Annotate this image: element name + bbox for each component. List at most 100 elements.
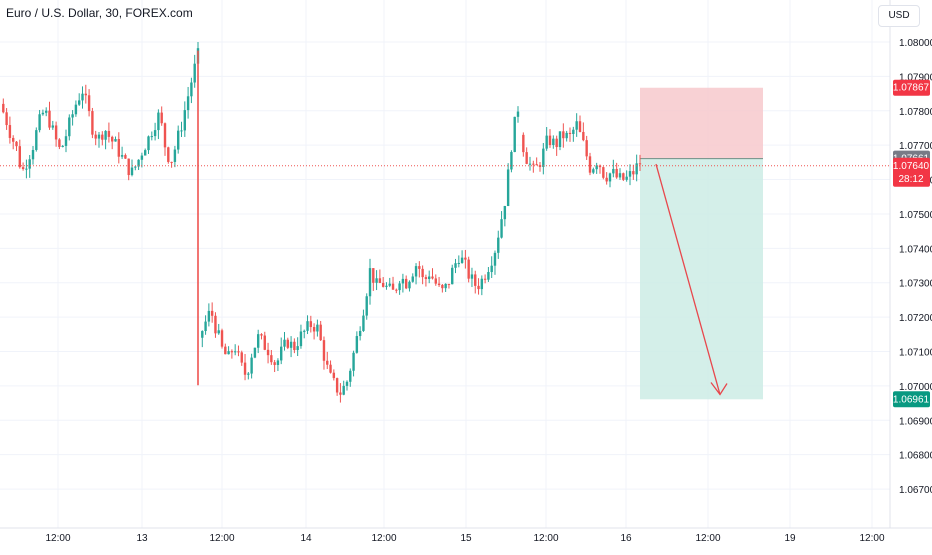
candle <box>342 380 345 396</box>
candle <box>385 282 388 290</box>
candle <box>276 358 280 372</box>
candle <box>237 345 240 357</box>
candle <box>15 140 18 151</box>
candle <box>163 122 167 156</box>
candle <box>568 127 572 142</box>
candle <box>358 326 362 341</box>
candle <box>8 116 12 144</box>
candle <box>510 150 513 173</box>
candle <box>266 342 270 364</box>
candle <box>480 275 484 296</box>
candle <box>127 158 130 181</box>
take-profit-zone[interactable] <box>640 158 763 400</box>
candle <box>74 100 78 117</box>
candle <box>421 265 424 285</box>
candle <box>605 172 608 185</box>
candle <box>372 268 375 291</box>
candle <box>134 166 137 171</box>
candle <box>522 132 525 157</box>
candle <box>582 122 585 142</box>
candle <box>150 131 153 141</box>
currency-button[interactable]: USD <box>878 5 920 27</box>
candle <box>64 129 68 153</box>
candle <box>31 145 35 165</box>
candle <box>224 343 227 355</box>
candle <box>230 349 234 359</box>
svg-text:1.07640: 1.07640 <box>893 161 930 172</box>
candle <box>214 312 217 338</box>
y-tick-label: 1.06900 <box>899 416 932 427</box>
candle <box>381 277 385 288</box>
svg-text:1.07867: 1.07867 <box>893 83 930 94</box>
candle <box>81 86 84 109</box>
candle <box>78 93 81 106</box>
candle <box>256 329 260 354</box>
candle <box>506 163 510 207</box>
candle <box>464 249 467 269</box>
candle <box>286 337 289 350</box>
candle <box>280 337 283 365</box>
y-tick-label: 1.07500 <box>899 210 932 221</box>
candle <box>167 146 170 164</box>
candle <box>38 109 41 133</box>
candle <box>532 160 535 173</box>
stop-loss-zone[interactable] <box>640 87 763 159</box>
candle <box>525 147 528 165</box>
candle <box>578 115 582 133</box>
candle <box>309 315 313 333</box>
y-tick-label: 1.07000 <box>899 382 932 393</box>
y-tick-label: 1.07400 <box>899 244 932 255</box>
candle <box>428 270 431 284</box>
candle <box>299 324 303 349</box>
candle <box>545 127 548 151</box>
projection-arrow <box>655 163 721 395</box>
stop-price-label: 1.07867 <box>893 79 930 96</box>
candle <box>368 258 372 305</box>
candle <box>477 278 480 295</box>
candle <box>91 107 94 139</box>
candle <box>329 360 332 374</box>
y-tick-label: 1.08000 <box>899 38 932 49</box>
candle <box>618 168 622 180</box>
candle <box>401 273 405 293</box>
candle <box>490 256 493 279</box>
candle <box>444 283 447 292</box>
candle <box>503 205 507 227</box>
candle <box>28 155 31 178</box>
candle <box>68 114 71 141</box>
candle <box>120 146 124 159</box>
candle <box>207 303 211 327</box>
candle <box>2 98 5 114</box>
candle <box>322 336 326 370</box>
candle <box>548 129 552 148</box>
candle <box>457 255 461 268</box>
candle <box>296 337 299 357</box>
candle <box>572 126 575 142</box>
candle <box>58 138 61 150</box>
x-tick-label: 15 <box>460 533 472 544</box>
candle <box>378 269 382 284</box>
candle <box>638 154 642 171</box>
y-tick-label: 1.07200 <box>899 313 932 324</box>
price-axis[interactable]: 1.080001.079001.078001.077001.076001.075… <box>889 0 932 528</box>
candle <box>240 350 243 366</box>
time-axis[interactable]: 12:00 13 12:00 14 12:00 15 12:00 16 12:00 19 12:00 <box>0 527 932 544</box>
candle <box>270 349 273 365</box>
x-tick-label: 13 <box>136 533 148 544</box>
candle <box>365 293 368 320</box>
candle <box>326 351 329 370</box>
candle <box>124 153 127 159</box>
candle <box>35 127 38 152</box>
candle <box>352 350 355 377</box>
candle <box>312 323 316 340</box>
candle <box>622 172 625 182</box>
candle <box>431 268 434 280</box>
position-overlay <box>0 163 890 396</box>
candle <box>180 121 183 138</box>
candle <box>375 270 378 291</box>
candle <box>434 274 437 286</box>
candle <box>170 161 173 168</box>
x-tick-label: 14 <box>300 533 312 544</box>
